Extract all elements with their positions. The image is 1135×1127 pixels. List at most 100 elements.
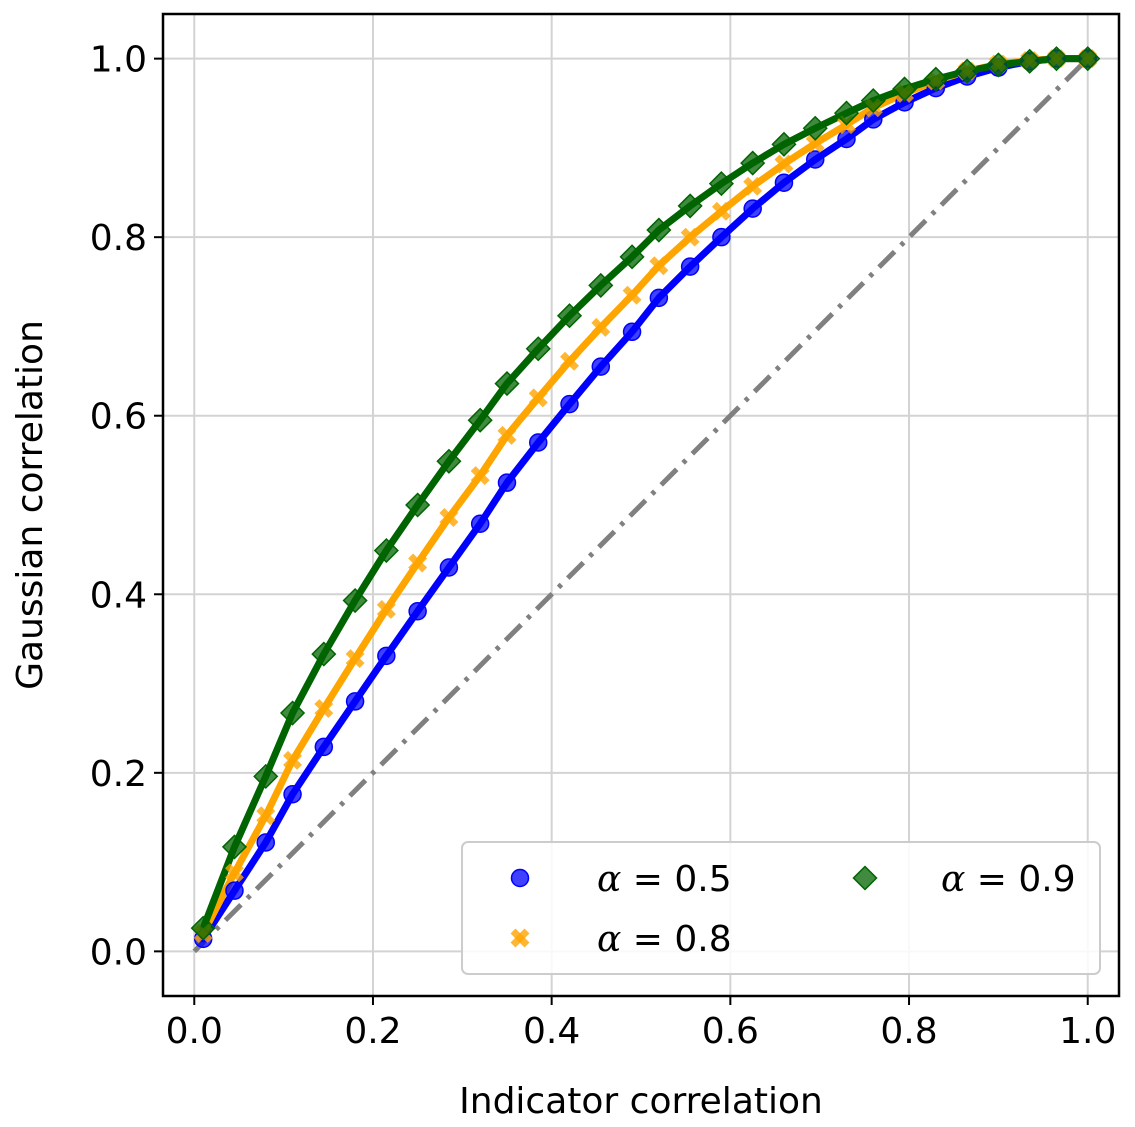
data-point (560, 394, 579, 414)
y-axis-label: Gaussian correlation (10, 320, 51, 690)
data-point-stroke (256, 806, 276, 826)
series-layer (190, 46, 1101, 949)
data-point-stroke (774, 154, 794, 174)
data-point (439, 508, 459, 527)
data-point-stroke (470, 466, 490, 486)
plot-frame (161, 12, 1121, 998)
data-point (837, 129, 856, 149)
legend-label-value: = 0.8 (621, 919, 731, 960)
legend-marker (510, 868, 530, 888)
data-point (190, 915, 216, 941)
data-point (494, 371, 520, 397)
data-point (376, 599, 396, 619)
data-point-stroke (560, 351, 579, 371)
data-point (805, 133, 825, 153)
data-point-stroke (680, 227, 700, 247)
legend-label-symbol: α (597, 919, 621, 960)
data-point-stroke (376, 599, 396, 619)
data-point (311, 641, 337, 667)
legend-label: α = 0.9 (941, 859, 1076, 900)
data-point (774, 154, 794, 174)
data-point-stroke (225, 863, 244, 883)
legend-label-symbol: α (597, 859, 621, 900)
data-point (221, 834, 248, 860)
data-point-stroke (497, 425, 517, 445)
data-point (619, 244, 645, 270)
reference-diagonal-line (192, 56, 1090, 954)
data-point (622, 322, 642, 342)
y-tick-label: 0.2 (90, 754, 147, 795)
data-point (470, 466, 490, 486)
legend-item-1: α = 0.8 (510, 919, 732, 960)
legend-item-0: α = 0.5 (510, 859, 732, 900)
data-point-stroke (649, 256, 669, 276)
data-point-stroke (622, 285, 642, 305)
legend-label: α = 0.8 (597, 919, 732, 960)
data-point (408, 553, 428, 573)
data-point (525, 336, 551, 362)
legend-marker (852, 865, 878, 891)
data-point (470, 514, 490, 533)
legend-marker (510, 928, 530, 948)
data-point (712, 227, 731, 247)
data-point (373, 537, 399, 564)
data-point (591, 357, 611, 376)
data-point-stroke (345, 649, 365, 669)
data-point (740, 150, 766, 176)
data-point (345, 649, 365, 669)
data-point (711, 201, 731, 221)
data-point (649, 288, 669, 308)
data-point (405, 492, 431, 518)
data-point-stroke (408, 553, 428, 573)
data-point (802, 115, 828, 141)
data-point (1043, 46, 1070, 72)
data-point (591, 317, 611, 337)
data-point (649, 256, 669, 276)
data-point-stroke (711, 201, 731, 221)
series-markers-2 (190, 46, 1101, 941)
data-point (771, 131, 797, 157)
data-point-stroke (743, 176, 763, 196)
ticks: 0.0 0.2 0.4 0.6 0.8 1.0 0.0 0.2 0.4 0.6 0.8 1.0 (90, 40, 1117, 1052)
data-point (283, 750, 303, 770)
data-point-stroke (528, 388, 548, 408)
reference-line-layer (192, 56, 1090, 954)
data-point-stroke (805, 133, 825, 153)
legend-item-2: α = 0.9 (852, 859, 1076, 900)
data-point (314, 699, 334, 719)
data-point (1017, 48, 1043, 74)
data-point (439, 558, 459, 577)
data-point (680, 227, 700, 247)
data-point (556, 303, 583, 329)
data-point (497, 473, 517, 492)
data-point (408, 601, 427, 621)
data-point (225, 881, 244, 900)
data-point (377, 646, 396, 666)
data-point (708, 171, 734, 197)
data-point (279, 700, 306, 726)
data-point (283, 784, 302, 804)
x-tick-label: 0.4 (523, 1011, 580, 1052)
data-point (1075, 46, 1101, 72)
x-tick-label: 0.0 (166, 1011, 223, 1052)
data-point-stroke (591, 317, 611, 337)
data-point (892, 76, 918, 102)
x-tick-label: 1.0 (1059, 1011, 1116, 1052)
legend-marker-stroke (510, 928, 530, 948)
data-point (529, 433, 548, 452)
data-point (677, 193, 703, 219)
data-point (342, 587, 368, 614)
data-point (253, 763, 279, 789)
data-point (743, 199, 762, 218)
data-point (923, 66, 949, 92)
data-point (436, 448, 462, 474)
data-point-stroke (439, 508, 459, 527)
y-tick-label: 0.4 (90, 575, 147, 616)
legend-label-symbol: α (941, 859, 965, 900)
data-point-stroke (314, 699, 334, 719)
data-point (345, 692, 365, 711)
data-point (314, 737, 334, 757)
data-point (588, 272, 614, 298)
x-tick-label: 0.2 (344, 1011, 401, 1052)
x-tick-label: 0.6 (702, 1011, 759, 1052)
